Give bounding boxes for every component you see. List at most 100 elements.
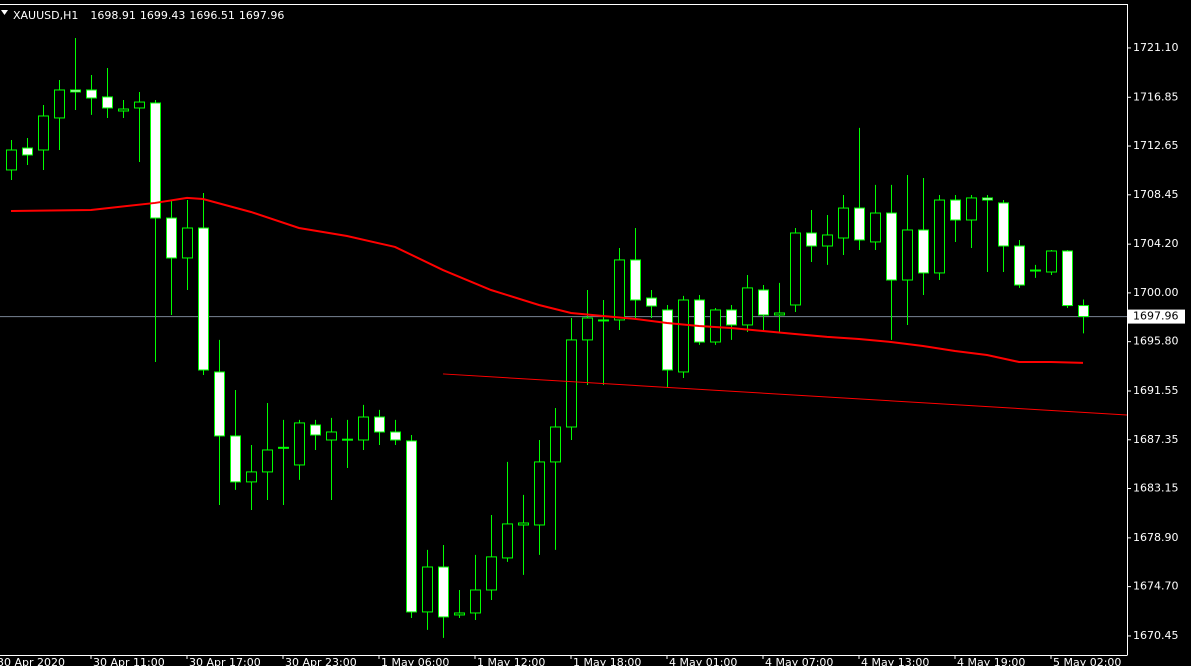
candle-body (438, 566, 449, 618)
header-value: 1697.96 (239, 9, 285, 22)
candle-body (790, 232, 801, 306)
candle-body (678, 299, 689, 373)
price-label-box (1128, 309, 1185, 324)
y-tick-label: 1704.20 (1133, 237, 1179, 250)
candle-body (86, 89, 97, 99)
x-tick-label: 30 Apr 23:00 (285, 656, 357, 666)
candle-body (502, 523, 513, 559)
header-value: 1696.51 (189, 9, 235, 22)
candle-body (534, 461, 545, 526)
chart-title: XAUUSD,H1 (13, 9, 78, 22)
candle-body (6, 149, 17, 171)
candle-body (662, 309, 673, 371)
candle-body (806, 232, 817, 247)
candle-body (262, 449, 273, 473)
moving-average (10, 196, 1084, 364)
candle-body (518, 522, 529, 526)
candle-body (390, 431, 401, 441)
candle-body (246, 471, 257, 483)
candle-body (758, 289, 769, 316)
candle-body (102, 96, 113, 109)
candle-body (982, 197, 993, 201)
y-tick-label: 1687.35 (1133, 433, 1179, 446)
candle-body (422, 566, 433, 613)
candle-body (374, 416, 385, 433)
candle-body (470, 589, 481, 614)
x-tick-label: 4 May 01:00 (669, 656, 737, 666)
x-tick-label: 4 May 13:00 (861, 656, 929, 666)
candle-body (854, 207, 865, 241)
candle-body (22, 147, 33, 156)
candle-body (230, 435, 241, 483)
candle-body (134, 101, 145, 109)
candle-body (918, 229, 929, 274)
candle-body (198, 227, 209, 371)
y-tick-label: 1691.55 (1133, 384, 1179, 397)
candle-body (742, 287, 753, 326)
candle-body (998, 202, 1009, 247)
candle-body (310, 424, 321, 436)
candle-body (614, 259, 625, 321)
candle-body (278, 446, 289, 449)
candle-body (870, 212, 881, 243)
trend-line (442, 373, 1128, 416)
candle-body (70, 89, 81, 93)
candle-body (54, 89, 65, 119)
y-tick-label: 1683.15 (1133, 482, 1179, 495)
menu-triangle (1, 10, 8, 15)
candle-body (486, 556, 497, 591)
y-tick-label: 1721.10 (1133, 41, 1179, 54)
candle-body (774, 312, 785, 316)
candle-body (1046, 250, 1057, 273)
candle-body (406, 440, 417, 613)
x-tick-label: 4 May 19:00 (957, 656, 1025, 666)
candle-body (966, 197, 977, 221)
candle-body (38, 115, 49, 151)
price-label: 1697.96 (1133, 310, 1179, 323)
plot-area (0, 37, 1128, 638)
x-tick-label: 30 Apr 17:00 (189, 656, 261, 666)
candle-body (694, 299, 705, 343)
candle-body (838, 207, 849, 239)
x-tick-label: 30 Apr 11:00 (93, 656, 165, 666)
candle-body (1078, 305, 1089, 318)
y-tick-label: 1678.90 (1133, 531, 1179, 544)
candle-body (358, 416, 369, 441)
y-tick-label: 1712.65 (1133, 139, 1179, 152)
x-tick-label: 1 May 06:00 (381, 656, 449, 666)
candle-body (342, 438, 353, 441)
candle-body (166, 217, 177, 259)
x-tick-label: 1 May 18:00 (573, 656, 641, 666)
candle-body (294, 422, 305, 466)
x-tick-label: 5 May 02:00 (1053, 656, 1121, 666)
candle-body (454, 612, 465, 616)
candle-body (934, 199, 945, 274)
candle-body (902, 229, 913, 281)
y-tick-label: 1695.80 (1133, 335, 1179, 348)
y-tick-label: 1700.00 (1133, 286, 1179, 299)
candle-body (1014, 245, 1025, 286)
candle-body (550, 426, 561, 463)
x-tick-label: 4 May 07:00 (765, 656, 833, 666)
candle-body (150, 102, 161, 219)
candle-body (582, 317, 593, 341)
candle-body (726, 309, 737, 326)
candle-body (182, 227, 193, 259)
y-tick-label: 1716.85 (1133, 90, 1179, 103)
candle-body (646, 297, 657, 307)
header-value: 1699.43 (140, 9, 186, 22)
y-tick-label: 1670.45 (1133, 629, 1179, 642)
candle-body (326, 431, 337, 441)
candle-body (822, 234, 833, 247)
header-value: 1698.91 (90, 9, 136, 22)
candle-body (1030, 269, 1041, 272)
x-tick-label: 30 Apr 2020 (0, 656, 65, 666)
y-tick-label: 1674.70 (1133, 580, 1179, 593)
x-tick-label: 1 May 12:00 (477, 656, 545, 666)
candle-body (950, 199, 961, 221)
candle-body (214, 371, 225, 437)
candle-body (886, 212, 897, 281)
y-tick-label: 1708.45 (1133, 188, 1179, 201)
